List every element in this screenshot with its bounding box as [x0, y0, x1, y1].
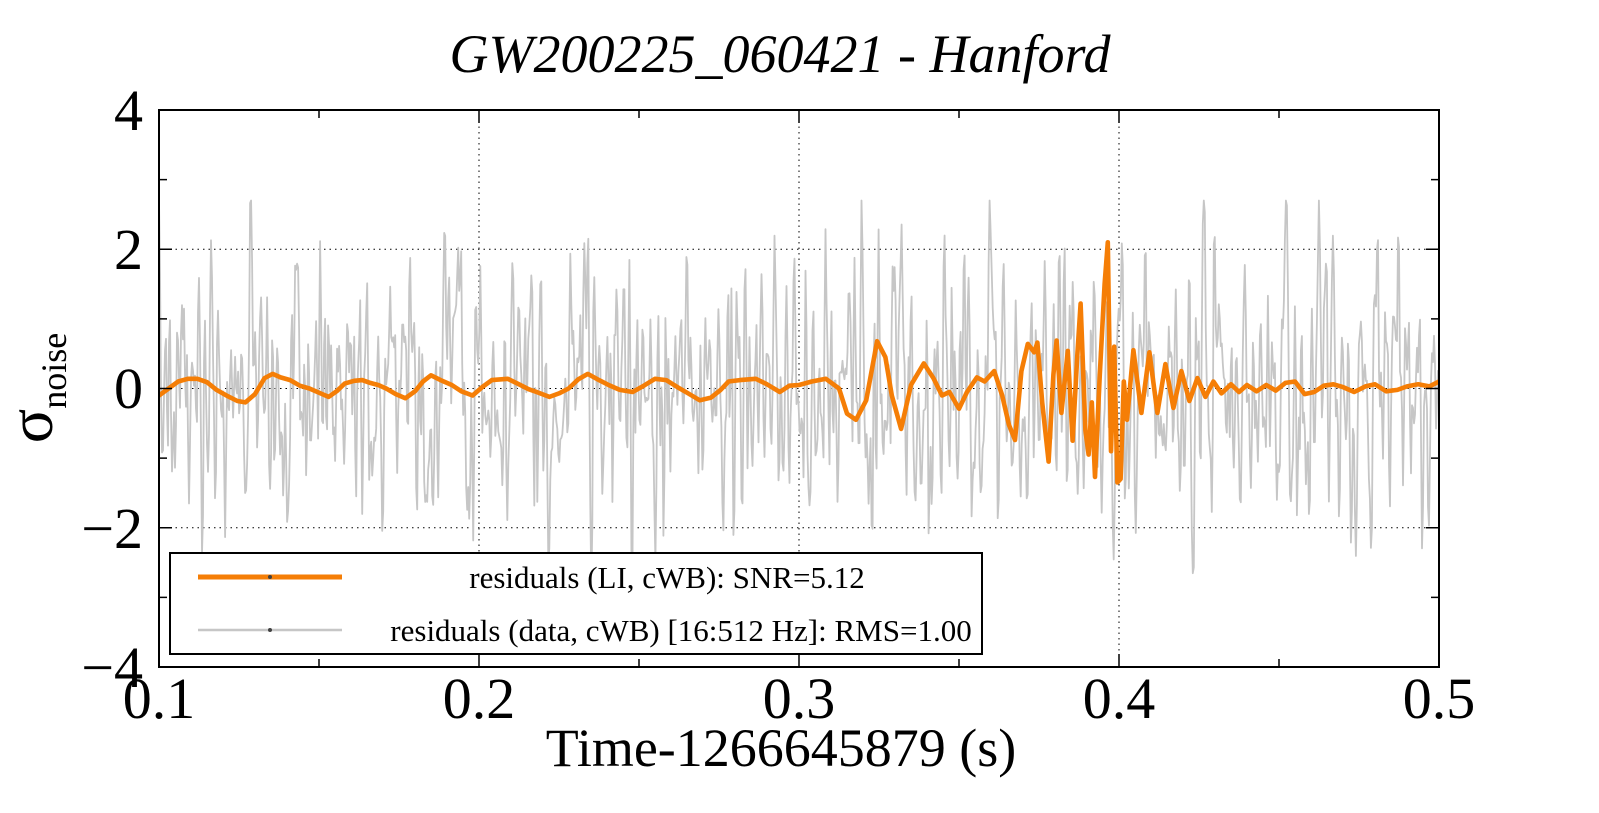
y-tick-label: 2 — [114, 217, 143, 282]
axis-ticks — [158, 109, 1440, 668]
x-tick-label: 0.2 — [443, 666, 516, 731]
y-tick-label: 0 — [114, 356, 143, 421]
y-tick-label: 4 — [114, 78, 143, 143]
x-tick-label: 0.4 — [1083, 666, 1156, 731]
y-tick-label: −4 — [81, 635, 143, 700]
x-axis-tick-labels: 0.1 0.2 0.3 0.4 0.5 — [123, 666, 1476, 731]
y-axis-label-base: σ — [0, 409, 66, 444]
legend-border — [169, 552, 983, 655]
y-axis-label: σnoise — [0, 333, 74, 444]
legend-sample-point — [268, 628, 272, 632]
x-tick-label: 0.1 — [123, 666, 196, 731]
legend-label-li-residuals: residuals (LI, cWB): SNR=5.12 — [469, 560, 864, 595]
x-tick-label: 0.3 — [763, 666, 836, 731]
y-tick-label: −2 — [81, 496, 143, 561]
series-lines — [159, 199, 1439, 588]
plot-title: GW200225_060421 - Hanford — [450, 24, 1112, 84]
y-axis-tick-labels: 4 2 0 −2 −4 — [81, 78, 143, 700]
legend-label-data-residuals: residuals (data, cWB) [16:512 Hz]: RMS=1… — [390, 613, 971, 648]
legend-sample-point — [268, 575, 272, 579]
x-tick-label: 0.5 — [1403, 666, 1476, 731]
x-axis-label: Time-1266645879 (s) — [546, 718, 1017, 778]
y-axis-label-subscript: noise — [34, 333, 74, 409]
legend-box: residuals (LI, cWB): SNR=5.12 residuals … — [169, 552, 983, 655]
